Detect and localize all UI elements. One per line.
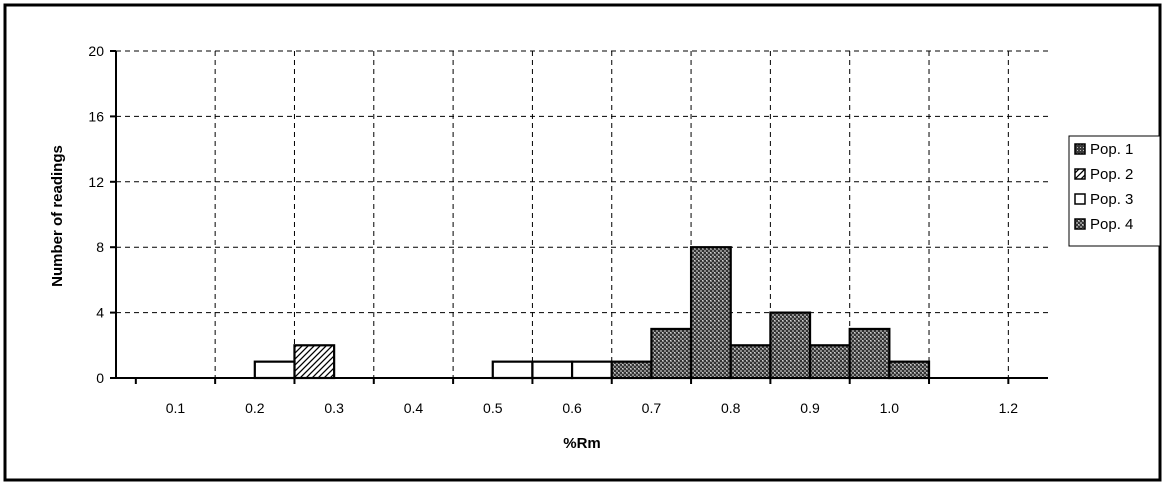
bar-pop-4 [650,327,693,380]
bar-pop-2 [293,344,336,380]
bar-pop-4 [610,360,653,380]
y-axis-title: Number of readings [49,145,66,287]
legend-swatch [1074,143,1086,155]
y-tick-label: 8 [96,239,104,255]
x-tick-label: 0.2 [245,400,265,416]
x-tick-label: 0.8 [721,400,741,416]
y-tick-label: 16 [88,108,104,124]
x-tick-label: 1.2 [999,400,1019,416]
legend-label: Pop. 4 [1090,216,1133,233]
gridlines [116,50,1048,378]
legend-label: Pop. 1 [1090,141,1133,158]
x-axis-title: %Rm [563,435,601,452]
axes [110,50,1048,384]
bar-pop-3 [570,360,613,380]
y-tick-label: 0 [96,370,104,386]
legend: Pop. 1 Pop. 2 Pop. 3 Pop. 4 [1068,135,1161,247]
bar-pop-3 [491,360,534,380]
legend-label: Pop. 2 [1090,166,1133,183]
x-tick-label: 0.4 [404,400,424,416]
x-tick-label: 0.9 [800,400,820,416]
y-tick-label: 12 [88,174,104,190]
chart-border [3,3,1162,482]
x-tick-label: 0.6 [562,400,582,416]
legend-swatch [1074,168,1086,180]
y-tick-labels: 0 4 8 12 16 20 [88,43,104,386]
legend-label: Pop. 3 [1090,191,1133,208]
x-tick-label: 0.7 [642,400,662,416]
bar-pop-4 [729,344,772,380]
legend-swatch [1074,193,1086,205]
bar-pop-4 [848,327,891,380]
x-tick-label: 0.1 [166,400,186,416]
bar-pop-4 [808,344,851,380]
bar-pop-4 [888,360,931,380]
y-tick-label: 4 [96,305,104,321]
bar-pop-4 [769,311,812,380]
y-tick-label: 20 [88,43,104,59]
bar-pop-3 [531,360,574,380]
bar-pop-3 [253,360,296,380]
x-tick-label: 1.0 [880,400,900,416]
bar-pop-4 [689,246,732,380]
x-tick-label: 0.3 [324,400,344,416]
x-tick-label: 0.5 [483,400,503,416]
legend-swatch [1074,218,1086,230]
x-tick-labels: 0.1 0.2 0.3 0.4 0.5 0.6 0.7 0.8 0.9 1.0 1.2 [166,400,1019,416]
